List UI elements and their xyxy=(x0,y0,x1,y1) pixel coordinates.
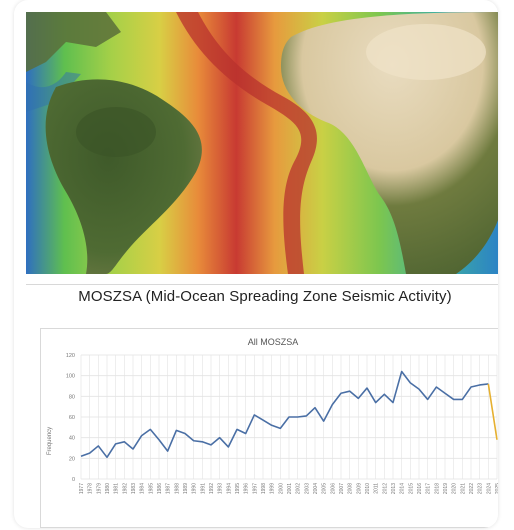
frequency-chart: All MOSZSA Frequency 0 20 40 60 80 100 120 197… xyxy=(40,328,498,528)
chart-title: All MOSZSA xyxy=(248,337,299,347)
x-tick-label: 1992 xyxy=(209,483,215,494)
x-tick-label: 2023 xyxy=(478,483,484,494)
x-tick-label: 1990 xyxy=(192,483,198,494)
x-tick-label: 1978 xyxy=(88,483,94,494)
x-axis-ticks: 1977 1978 1979 1980 1981 1982 1983 1984 1985 1986… xyxy=(79,483,498,494)
x-tick-label: 1981 xyxy=(114,483,120,494)
x-tick-label: 2009 xyxy=(356,483,362,494)
post-card: MOSZSA (Mid-Ocean Spreading Zone Seismic… xyxy=(14,0,498,528)
x-tick-label: 2017 xyxy=(426,483,432,494)
y-tick-label: 0 xyxy=(72,477,75,483)
y-axis-ticks: 0 20 40 60 80 100 120 xyxy=(66,353,75,483)
series-line-main xyxy=(80,370,489,459)
x-tick-label: 2013 xyxy=(391,483,397,494)
grid xyxy=(80,354,498,480)
document-title: MOSZSA (Mid-Ocean Spreading Zone Seismic… xyxy=(78,288,452,305)
x-tick-label: 2010 xyxy=(365,483,371,494)
x-tick-label: 1989 xyxy=(183,483,189,494)
x-tick-label: 1982 xyxy=(122,483,128,494)
map-illustration xyxy=(26,12,498,274)
x-tick-label: 1998 xyxy=(261,483,267,494)
seafloor-map-image[interactable] xyxy=(26,12,498,274)
section-divider xyxy=(26,284,498,285)
y-tick-label: 120 xyxy=(66,353,75,359)
series-lines xyxy=(80,370,498,459)
x-tick-label: 2002 xyxy=(296,483,302,494)
y-tick-label: 40 xyxy=(69,436,75,442)
x-tick-label: 1995 xyxy=(235,483,241,494)
x-tick-label: 2018 xyxy=(434,483,440,494)
x-tick-label: 1999 xyxy=(270,483,276,494)
x-tick-label: 1984 xyxy=(140,483,146,494)
x-tick-label: 1986 xyxy=(157,483,163,494)
x-tick-label: 2007 xyxy=(339,483,345,494)
x-tick-label: 2001 xyxy=(287,483,293,494)
x-tick-label: 2014 xyxy=(400,483,406,494)
x-tick-label: 2004 xyxy=(313,483,319,494)
x-tick-label: 1987 xyxy=(166,483,172,494)
x-tick-label: 2011 xyxy=(374,483,380,494)
x-tick-label: 2024 xyxy=(486,483,492,494)
chart-svg: All MOSZSA Frequency 0 20 40 60 80 100 120 197… xyxy=(47,337,498,494)
x-tick-label: 2006 xyxy=(330,483,336,494)
x-tick-label: 1980 xyxy=(105,483,111,494)
x-tick-label: 2025 xyxy=(495,483,498,494)
x-tick-label: 2015 xyxy=(408,483,414,494)
x-tick-label: 2005 xyxy=(322,483,328,494)
y-tick-label: 60 xyxy=(69,415,75,421)
x-tick-label: 2020 xyxy=(452,483,458,494)
x-tick-label: 1994 xyxy=(226,483,232,494)
x-tick-label: 2000 xyxy=(278,483,284,494)
y-tick-label: 100 xyxy=(66,374,75,380)
x-tick-label: 1997 xyxy=(252,483,258,494)
x-tick-label: 2022 xyxy=(469,483,475,494)
x-tick-label: 2016 xyxy=(417,483,423,494)
x-tick-label: 1988 xyxy=(174,483,180,494)
x-tick-label: 2008 xyxy=(348,483,354,494)
x-tick-label: 2012 xyxy=(382,483,388,494)
series-line-last-segment xyxy=(487,383,498,440)
x-tick-label: 1985 xyxy=(148,483,154,494)
x-tick-label: 1991 xyxy=(200,483,206,494)
x-tick-label: 1983 xyxy=(131,483,137,494)
y-tick-label: 80 xyxy=(69,394,75,400)
y-axis-label: Frequency xyxy=(47,427,53,455)
x-tick-label: 1977 xyxy=(79,483,85,494)
x-tick-label: 2003 xyxy=(304,483,310,494)
x-tick-label: 2019 xyxy=(443,483,449,494)
x-tick-label: 1996 xyxy=(244,483,250,494)
x-tick-label: 1979 xyxy=(96,483,102,494)
x-tick-label: 2021 xyxy=(460,483,466,494)
y-tick-label: 20 xyxy=(69,456,75,462)
x-tick-label: 1993 xyxy=(218,483,224,494)
